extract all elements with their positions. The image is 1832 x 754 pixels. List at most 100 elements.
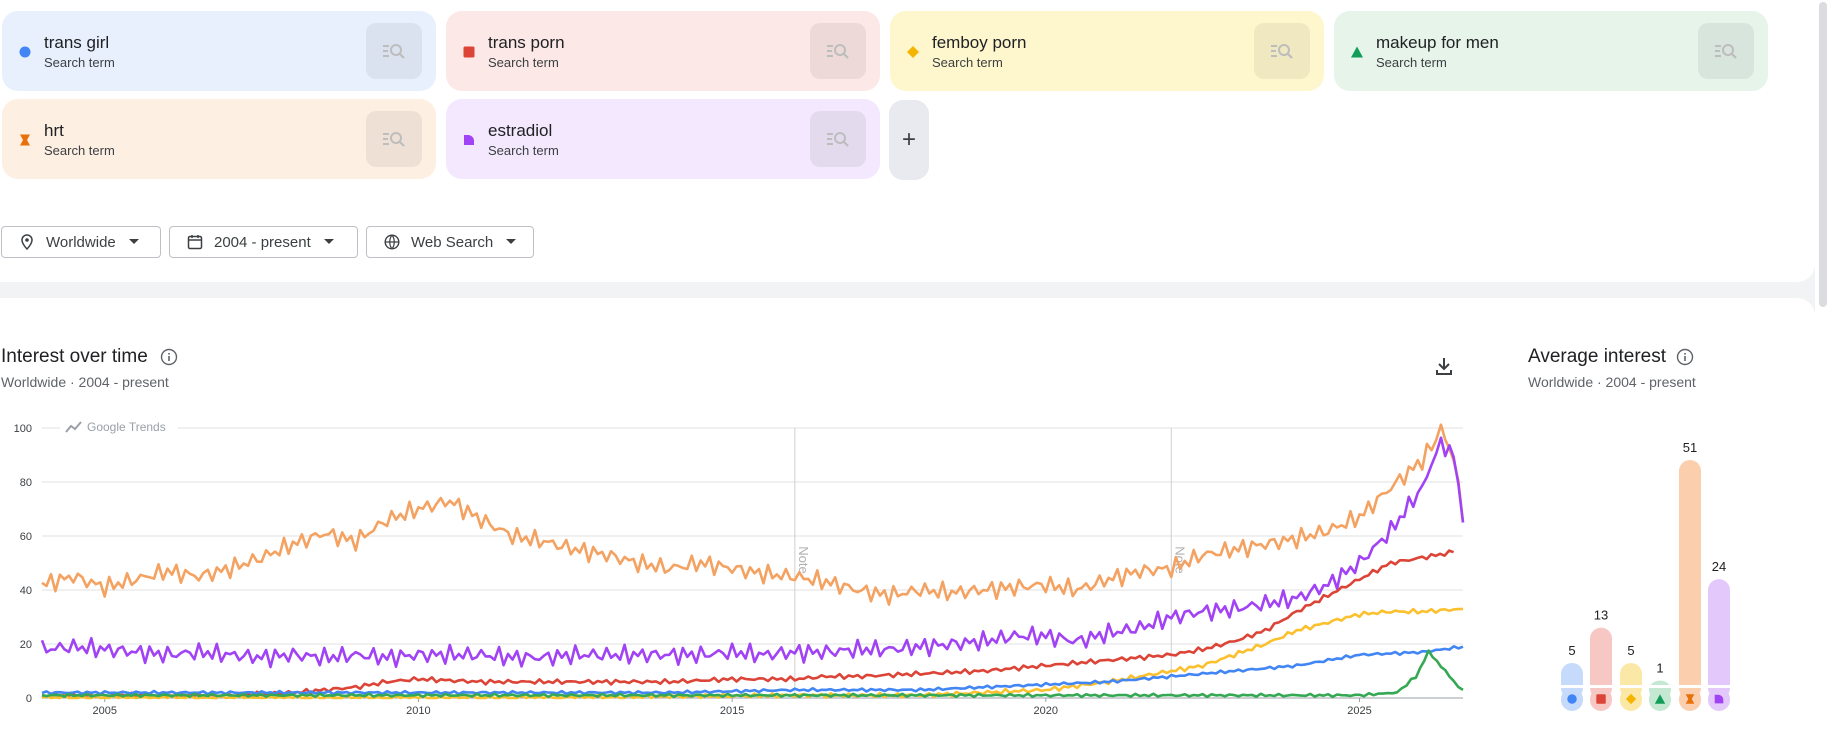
bar-divider [1589,685,1613,688]
search-term-card[interactable]: estradiol Search term [446,99,880,179]
bowtie-marker-icon [1685,694,1695,704]
bar-value-label: 5 [1627,643,1634,658]
series-line-estradiol[interactable] [40,436,1465,669]
explore-term-button[interactable] [1254,23,1310,79]
search-term-card[interactable]: trans girl Search term [2,11,436,91]
y-tick-label: 20 [20,639,32,651]
y-tick-label: 40 [20,585,32,597]
average-bar[interactable] [1590,627,1612,699]
x-tick-label: 2025 [1347,705,1371,717]
circle-marker-icon [18,45,32,64]
add-term-button[interactable]: + [889,100,929,180]
explore-term-button[interactable] [810,111,866,167]
scrollbar[interactable] [1815,0,1832,754]
caret-down-icon [505,238,517,246]
bar-value-label: 1 [1656,661,1663,676]
trends-logo-icon [65,421,82,433]
search-term-type: Search term [1376,55,1447,70]
caret-down-icon [323,238,335,246]
bar-divider [1648,685,1672,688]
bar-divider [1560,685,1584,688]
x-tick-label: 2015 [720,705,744,717]
average-bar[interactable] [1679,460,1701,699]
bar-divider [1619,685,1643,688]
average-interest-subtitle: Worldwide · 2004 - present [1528,374,1696,390]
search-term-card[interactable]: hrt Search term [2,99,436,179]
note-label[interactable]: Note [1172,546,1187,573]
average-interest-title: Average interest [1528,346,1667,367]
quarter-marker-icon [462,133,476,152]
location-pin-icon [18,233,36,251]
search-term-type: Search term [488,55,559,70]
search-list-icon [827,132,849,147]
search-term-type: Search term [488,143,559,158]
interest-over-time-chart: 0 20 40 60 80 100 2005 2010 2015 2020 2025 Note Note… [14,418,1465,717]
search-term-card[interactable]: trans porn Search term [446,11,880,91]
quarter-marker-icon [1714,694,1724,704]
info-icon[interactable] [160,348,178,366]
explore-term-button[interactable] [366,111,422,167]
note-label[interactable]: Note [796,546,811,573]
watermark-background [60,418,178,436]
caret-down-icon [128,238,140,246]
search-term-type: Search term [44,143,115,158]
y-tick-label: 100 [14,423,32,435]
search-list-icon [1715,44,1737,59]
search-term-type: Search term [44,55,115,70]
interest-over-time-title: Interest over time [1,346,148,367]
bar-divider [1707,685,1731,688]
search-term-name: trans porn [488,33,565,52]
series-line-hrt[interactable] [41,423,1465,606]
square-marker-icon [1596,694,1606,704]
y-tick-label: 80 [20,477,32,489]
download-icon[interactable] [1432,354,1456,378]
search-list-icon [383,132,405,147]
triangle-marker-icon [1654,694,1666,704]
search-term-card[interactable]: femboy porn Search term [890,11,1324,91]
scrollbar-thumb[interactable] [1819,2,1827,307]
series-line-makeup-for-men[interactable] [41,649,1464,699]
filter-globe-dropdown[interactable]: Web Search [366,226,534,258]
filter-label: Worldwide [46,233,116,251]
interest-over-time-subtitle: Worldwide · 2004 - present [1,374,169,390]
average-bar[interactable] [1708,579,1730,699]
square-marker-icon [462,45,476,64]
globe-icon [383,233,401,251]
search-term-name: estradiol [488,121,553,140]
filter-label: 2004 - present [214,233,311,251]
calendar-icon [186,233,204,251]
y-tick-label: 60 [20,531,32,543]
search-term-name: trans girl [44,33,110,52]
filter-calendar-dropdown[interactable]: 2004 - present [169,226,358,258]
x-tick-label: 2020 [1034,705,1058,717]
diamond-marker-icon [906,45,920,64]
bowtie-marker-icon [18,133,32,152]
search-term-name: hrt [44,121,64,140]
watermark-label: Google Trends [87,420,166,434]
search-list-icon [827,44,849,59]
circle-marker-icon [1567,694,1577,704]
x-tick-label: 2010 [406,705,430,717]
y-tick-label: 0 [26,693,32,705]
search-term-card[interactable]: makeup for men Search term [1334,11,1768,91]
bar-value-label: 13 [1594,608,1608,623]
series-line-trans-girl[interactable] [41,644,1464,696]
bar-value-label: 5 [1568,643,1575,658]
filter-location-pin-dropdown[interactable]: Worldwide [1,226,161,258]
explore-term-button[interactable] [1698,23,1754,79]
search-term-name: femboy porn [932,33,1027,52]
triangle-marker-icon [1350,45,1364,64]
filter-label: Web Search [411,233,494,251]
bar-value-label: 51 [1683,440,1697,455]
search-list-icon [1271,44,1293,59]
results-panel [0,298,1815,754]
bar-divider [1678,685,1702,688]
info-icon[interactable] [1676,348,1694,366]
search-term-name: makeup for men [1376,33,1499,52]
search-term-type: Search term [932,55,1003,70]
explore-term-button[interactable] [810,23,866,79]
x-tick-label: 2005 [92,705,116,717]
explore-term-button[interactable] [366,23,422,79]
bar-value-label: 24 [1712,559,1726,574]
